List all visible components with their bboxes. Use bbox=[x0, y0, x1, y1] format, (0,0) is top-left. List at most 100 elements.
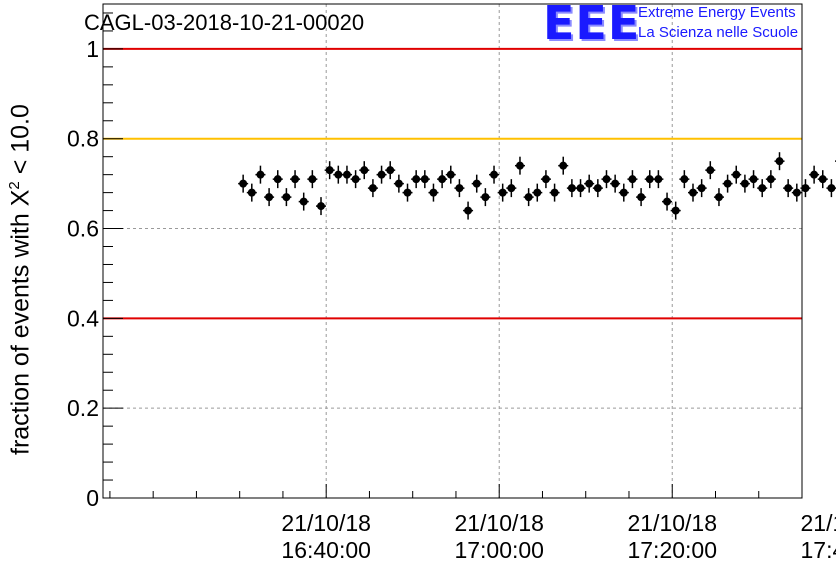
data-point bbox=[489, 165, 500, 184]
y-tick-label: 0.8 bbox=[67, 126, 99, 152]
marker bbox=[628, 175, 637, 184]
marker bbox=[386, 166, 395, 175]
eee-logo: EEE bbox=[543, 0, 641, 50]
data-point bbox=[713, 188, 724, 207]
marker bbox=[637, 193, 646, 202]
data-point bbox=[523, 188, 534, 207]
marker bbox=[282, 193, 291, 202]
data-point bbox=[506, 179, 517, 198]
data-point bbox=[653, 170, 664, 189]
data-point bbox=[445, 165, 456, 184]
data-point bbox=[246, 183, 257, 202]
marker bbox=[342, 170, 351, 179]
data-point bbox=[376, 165, 387, 184]
data-point bbox=[774, 152, 785, 171]
data-point bbox=[739, 174, 750, 193]
data-point bbox=[290, 170, 301, 189]
data-point bbox=[618, 183, 629, 202]
marker bbox=[740, 179, 749, 188]
marker bbox=[515, 161, 524, 170]
logo-line-1: Extreme Energy Events bbox=[638, 4, 796, 21]
y-tick-label: 0 bbox=[86, 485, 99, 511]
data-point bbox=[644, 170, 655, 189]
data-point bbox=[307, 170, 318, 189]
marker bbox=[464, 206, 473, 215]
y-tick-label: 0.4 bbox=[67, 305, 99, 331]
marker bbox=[394, 179, 403, 188]
data-point bbox=[514, 156, 525, 175]
marker bbox=[239, 179, 248, 188]
marker bbox=[792, 188, 801, 197]
marker bbox=[377, 170, 386, 179]
data-point bbox=[809, 165, 820, 184]
x-tick-date: 21/10/18 bbox=[281, 510, 371, 536]
data-point bbox=[679, 170, 690, 189]
data-point bbox=[566, 179, 577, 198]
data-point bbox=[359, 161, 370, 180]
data-point bbox=[627, 170, 638, 189]
data-point bbox=[367, 179, 378, 198]
data-point bbox=[705, 161, 716, 180]
marker bbox=[593, 184, 602, 193]
reference-lines bbox=[103, 47, 802, 320]
chart-title: CAGL-03-2018-10-21-00020 bbox=[84, 10, 365, 35]
marker bbox=[273, 175, 282, 184]
data-point bbox=[601, 170, 612, 189]
marker bbox=[291, 175, 300, 184]
marker bbox=[559, 161, 568, 170]
marker bbox=[732, 170, 741, 179]
data-point bbox=[636, 188, 647, 207]
data-point bbox=[298, 192, 309, 211]
y-tick-label: 1 bbox=[86, 36, 99, 62]
data-point bbox=[324, 161, 335, 180]
data-point bbox=[341, 165, 352, 184]
data-point bbox=[402, 183, 413, 202]
marker bbox=[827, 184, 836, 193]
data-point bbox=[238, 174, 249, 193]
marker bbox=[446, 170, 455, 179]
data-point bbox=[393, 174, 404, 193]
data-point bbox=[748, 170, 759, 189]
marker bbox=[567, 184, 576, 193]
data-point bbox=[350, 170, 361, 189]
x-tick-date: 21/10/18 bbox=[800, 510, 836, 536]
marker bbox=[368, 184, 377, 193]
y-tick-label: 0.6 bbox=[67, 216, 99, 242]
data-point bbox=[662, 192, 673, 211]
marker bbox=[351, 175, 360, 184]
marker bbox=[775, 157, 784, 166]
data-point bbox=[757, 179, 768, 198]
marker bbox=[541, 175, 550, 184]
marker bbox=[619, 188, 628, 197]
marker bbox=[818, 175, 827, 184]
marker bbox=[256, 170, 265, 179]
marker bbox=[550, 188, 559, 197]
marker bbox=[784, 184, 793, 193]
data-point bbox=[272, 170, 283, 189]
marker bbox=[688, 188, 697, 197]
data-point bbox=[558, 156, 569, 175]
data-point bbox=[497, 183, 508, 202]
x-tick-date: 21/10/18 bbox=[627, 510, 717, 536]
marker bbox=[438, 175, 447, 184]
marker bbox=[697, 184, 706, 193]
marker bbox=[533, 188, 542, 197]
marker bbox=[706, 166, 715, 175]
marker bbox=[360, 166, 369, 175]
marker bbox=[723, 179, 732, 188]
marker bbox=[317, 202, 326, 211]
data-point bbox=[584, 174, 595, 193]
marker bbox=[801, 184, 810, 193]
marker bbox=[472, 179, 481, 188]
marker bbox=[420, 175, 429, 184]
marker bbox=[429, 188, 438, 197]
data-point bbox=[255, 165, 266, 184]
data-point bbox=[575, 179, 586, 198]
plot-frame bbox=[102, 3, 803, 499]
marker bbox=[265, 193, 274, 202]
y-axis-label-sup: 2 bbox=[6, 181, 23, 190]
x-tick-time: 17:40:00 bbox=[800, 537, 836, 563]
data-point bbox=[281, 188, 292, 207]
marker bbox=[412, 175, 421, 184]
